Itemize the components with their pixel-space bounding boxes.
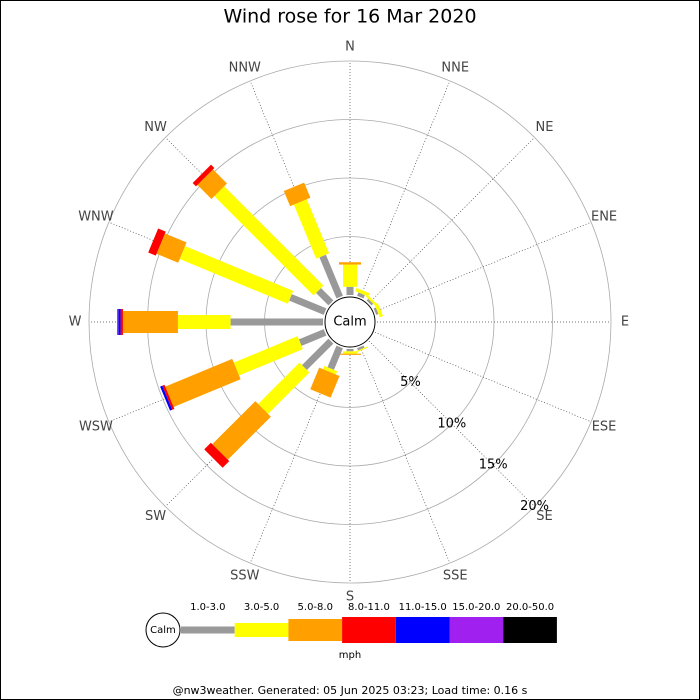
spoke <box>374 221 592 312</box>
ring-label: 10% <box>437 416 466 431</box>
bar-segment <box>120 309 123 335</box>
bar-segment <box>327 345 343 370</box>
bar-segment <box>214 186 324 296</box>
bar-segment <box>339 353 361 355</box>
direction-label: S <box>346 590 354 605</box>
bar-segment <box>346 286 354 295</box>
direction-label: NNW <box>229 60 261 75</box>
bar-segment <box>204 442 230 468</box>
legend-calm-label: Calm <box>150 625 176 636</box>
bar-segment <box>160 385 173 411</box>
chart-title: Wind rose for 16 Mar 2020 <box>223 6 476 28</box>
footer: @nw3weather. Generated: 05 Jun 2025 03:2… <box>173 684 528 697</box>
bar-segment <box>117 309 119 335</box>
bar-segment <box>316 288 334 306</box>
spoke <box>360 346 451 564</box>
calm-circle <box>324 296 376 348</box>
bar-segment <box>373 307 379 315</box>
bar-segment <box>301 338 334 371</box>
legend-label: 20.0-50.0 <box>506 602 554 613</box>
legend-label: 11.0-15.0 <box>399 602 447 613</box>
bar-segment <box>118 309 121 335</box>
direction-label: NNE <box>441 60 469 75</box>
direction-label: SSW <box>230 569 260 584</box>
legend-label: 1.0-3.0 <box>190 602 225 613</box>
bar-segment <box>165 358 241 407</box>
bar-segment <box>343 264 357 287</box>
bar-segment <box>365 294 378 307</box>
bar-segment <box>357 292 365 299</box>
bar-segment <box>148 228 166 256</box>
legend-swatch <box>288 619 343 641</box>
direction-label: W <box>69 315 82 330</box>
bar-segment <box>355 287 370 297</box>
spoke <box>368 137 535 304</box>
legend-swatch <box>234 623 289 637</box>
bar-segment <box>366 298 374 306</box>
bar-segment <box>293 199 330 259</box>
legend-calm <box>145 612 181 648</box>
direction-label: SSE <box>443 569 468 584</box>
bar-segment <box>192 164 215 187</box>
ring-label: 20% <box>520 499 549 514</box>
direction-label: WSW <box>79 420 113 435</box>
legend-swatch <box>503 617 557 643</box>
legend-label: 3.0-5.0 <box>244 602 279 613</box>
direction-label: ENE <box>591 209 617 224</box>
ring-label: 15% <box>479 458 508 473</box>
direction-label: N <box>345 40 355 55</box>
legend-label: 8.0-11.0 <box>348 602 390 613</box>
direction-label: NW <box>144 120 167 135</box>
legend-swatch <box>342 617 396 643</box>
bar-segment <box>122 311 178 333</box>
bar-segment <box>156 233 187 263</box>
bar-segment <box>162 384 175 410</box>
bar-segment <box>346 349 354 352</box>
bar-segment <box>289 294 327 315</box>
bar-segment <box>212 401 271 460</box>
spoke <box>374 332 592 423</box>
legend-label: 15.0-20.0 <box>452 602 500 613</box>
legend-unit: mph <box>339 650 361 661</box>
bar-segment <box>374 302 384 318</box>
ring <box>88 60 612 584</box>
bar-segment <box>310 367 340 398</box>
bar-segment <box>322 365 338 375</box>
direction-label: E <box>621 315 629 330</box>
bar-segment <box>298 329 327 346</box>
bar-segment <box>177 315 231 329</box>
bar-segment <box>197 169 227 199</box>
bar-segment <box>354 346 369 353</box>
direction-label: WNW <box>78 209 114 224</box>
direction-label: SE <box>536 509 552 524</box>
ring-label: 5% <box>400 375 421 390</box>
bar-segment <box>283 182 311 207</box>
direction-label: NE <box>535 120 553 135</box>
legend-swatch <box>449 617 504 643</box>
calm-label: Calm <box>333 315 366 330</box>
bar-segment <box>319 254 343 299</box>
bar-segment <box>179 246 294 304</box>
direction-label: SW <box>145 509 166 524</box>
bar-segment <box>339 262 361 265</box>
bar-segment <box>230 318 323 326</box>
bar-segment <box>258 362 310 414</box>
spoke <box>368 340 535 507</box>
spoke <box>360 80 451 298</box>
direction-label: ESE <box>592 420 617 435</box>
bar-segment <box>233 336 303 376</box>
legend-swatch <box>181 626 235 634</box>
legend-label: 5.0-8.0 <box>298 602 333 613</box>
bar-segment <box>343 351 357 354</box>
legend-swatch <box>395 617 450 643</box>
bar-segment <box>357 345 365 351</box>
